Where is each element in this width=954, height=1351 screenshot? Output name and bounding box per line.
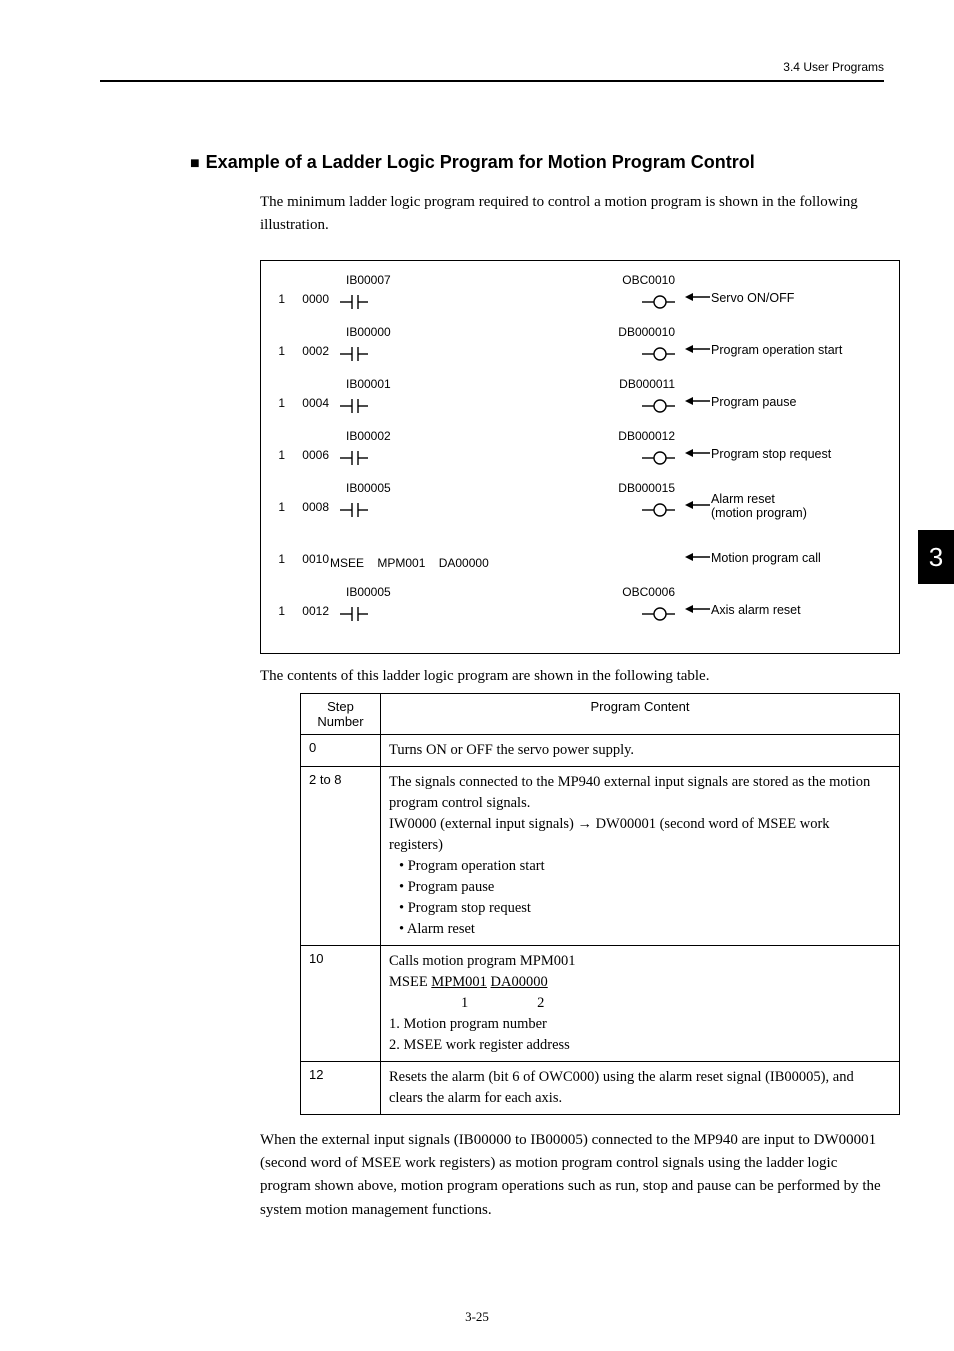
rung-step: 0012 (295, 604, 329, 618)
rung-step: 0002 (295, 344, 329, 358)
step-number-cell: 10 (301, 945, 381, 1061)
ladder-rung: 1 0008 IB00005 DB000015 Alarm reset(motion p… (275, 481, 885, 533)
intro-paragraph: The minimum ladder logic program require… (260, 191, 870, 238)
closing-paragraph: When the external input signals (IB00000… (260, 1129, 884, 1222)
rung-output-label: DB000010 (618, 325, 675, 339)
arrow-left-icon (685, 551, 711, 563)
table-row: 12Resets the alarm (bit 6 of OWC000) usi… (301, 1061, 900, 1114)
step-table-header-step: StepNumber (301, 693, 381, 734)
rung-index: 1 (275, 344, 285, 358)
section-title-text: Example of a Ladder Logic Program for Mo… (206, 152, 755, 172)
step-table-header-content: Program Content (381, 693, 900, 734)
table-row: 0Turns ON or OFF the servo power supply. (301, 734, 900, 766)
ladder-caption: The contents of this ladder logic progra… (260, 668, 884, 685)
rung-body: IB00005 OBC0006 (330, 585, 685, 637)
rung-annotation-text: Program operation start (711, 344, 842, 358)
arrow-left-icon (685, 603, 711, 615)
rung-body: IB00001 DB000011 (330, 377, 685, 429)
rung-step: 0000 (295, 292, 329, 306)
rung-index: 1 (275, 552, 285, 566)
step-number-cell: 2 to 8 (301, 766, 381, 945)
rung-step: 0010 (295, 552, 329, 566)
arrow-left-icon (685, 499, 711, 511)
ladder-rung: 1 0004 IB00001 DB000011 Program pause (275, 377, 885, 429)
rung-annotation: Alarm reset(motion program) (685, 493, 885, 521)
rung-input-label: IB00001 (346, 377, 391, 391)
ladder-rung: 1 0006 IB00002 DB000012 Program stop request (275, 429, 885, 481)
rung-index: 1 (275, 448, 285, 462)
rung-annotation-text: Motion program call (711, 552, 821, 566)
header-section: 3.4 User Programs (100, 60, 884, 74)
rung-annotation-text: Program pause (711, 396, 796, 410)
rung-output-label: DB000011 (619, 377, 675, 391)
step-number-cell: 12 (301, 1061, 381, 1114)
rung-annotation: Axis alarm reset (685, 603, 885, 618)
rung-input-label: IB00000 (346, 325, 391, 339)
rung-index: 1 (275, 292, 285, 306)
step-number-cell: 0 (301, 734, 381, 766)
rung-annotation: Program stop request (685, 447, 885, 462)
rung-annotation: Servo ON/OFF (685, 291, 885, 306)
section-title: ■ Example of a Ladder Logic Program for M… (190, 152, 884, 173)
rung-index: 1 (275, 500, 285, 514)
table-row: 10Calls motion program MPM001MSEE MPM001… (301, 945, 900, 1061)
rung-input-label: IB00007 (346, 273, 391, 287)
rung-output-label: OBC0006 (622, 585, 675, 599)
rung-annotation-text: Alarm reset(motion program) (711, 493, 807, 521)
section-marker: ■ (190, 155, 200, 172)
rung-annotation: Program pause (685, 395, 885, 410)
rung-output-label: OBC0010 (622, 273, 675, 287)
ladder-rung: 1 0000 IB00007 OBC0010 Servo ON/OFF (275, 273, 885, 325)
page-number: 3-25 (0, 1309, 954, 1325)
step-content-cell: The signals connected to the MP940 exter… (381, 766, 900, 945)
ladder-rung: 1 0012 IB00005 OBC0006 Axis alarm reset (275, 585, 885, 637)
arrow-left-icon (685, 447, 711, 459)
rung-body: IB00000 DB000010 (330, 325, 685, 377)
arrow-left-icon (685, 291, 711, 303)
rung-step: 0006 (295, 448, 329, 462)
rung-index: 1 (275, 396, 285, 410)
ladder-rung: 1 0010MSEE MPM001 DA00000 Motion program c… (275, 533, 885, 585)
rung-input-label: IB00002 (346, 429, 391, 443)
table-row: 2 to 8The signals connected to the MP940… (301, 766, 900, 945)
rung-input-label: IB00005 (346, 481, 391, 495)
rung-body: IB00007 OBC0010 (330, 273, 685, 325)
rung-instruction: MSEE MPM001 DA00000 (330, 556, 489, 570)
step-content-cell: Turns ON or OFF the servo power supply. (381, 734, 900, 766)
ladder-rung: 1 0002 IB00000 DB000010 Program operation st… (275, 325, 885, 377)
step-table: StepNumber Program Content 0Turns ON or … (300, 693, 900, 1115)
ladder-diagram: 10000IB00007OBC0010Servo ON/OFF10002IB00… (260, 260, 900, 654)
rung-annotation: Motion program call (685, 551, 885, 566)
rung-annotation-text: Axis alarm reset (711, 604, 801, 618)
rung-annotation: Program operation start (685, 343, 885, 358)
rung-output-label: DB000015 (618, 481, 675, 495)
rung-body: IB00005 DB000015 (330, 481, 685, 533)
rung-input-label: IB00005 (346, 585, 391, 599)
rung-step: 0008 (295, 500, 329, 514)
rung-output-label: DB000012 (618, 429, 675, 443)
arrow-left-icon (685, 395, 711, 407)
arrow-left-icon (685, 343, 711, 355)
step-content-cell: Resets the alarm (bit 6 of OWC000) using… (381, 1061, 900, 1114)
rung-step: 0004 (295, 396, 329, 410)
chapter-tab: 3 (918, 530, 954, 584)
rung-annotation-text: Servo ON/OFF (711, 292, 794, 306)
rung-annotation-text: Program stop request (711, 448, 831, 462)
step-content-cell: Calls motion program MPM001MSEE MPM001 D… (381, 945, 900, 1061)
rung-index: 1 (275, 604, 285, 618)
rung-body: MSEE MPM001 DA00000 (330, 533, 685, 585)
rung-body: IB00002 DB000012 (330, 429, 685, 481)
header-rule (100, 80, 884, 82)
